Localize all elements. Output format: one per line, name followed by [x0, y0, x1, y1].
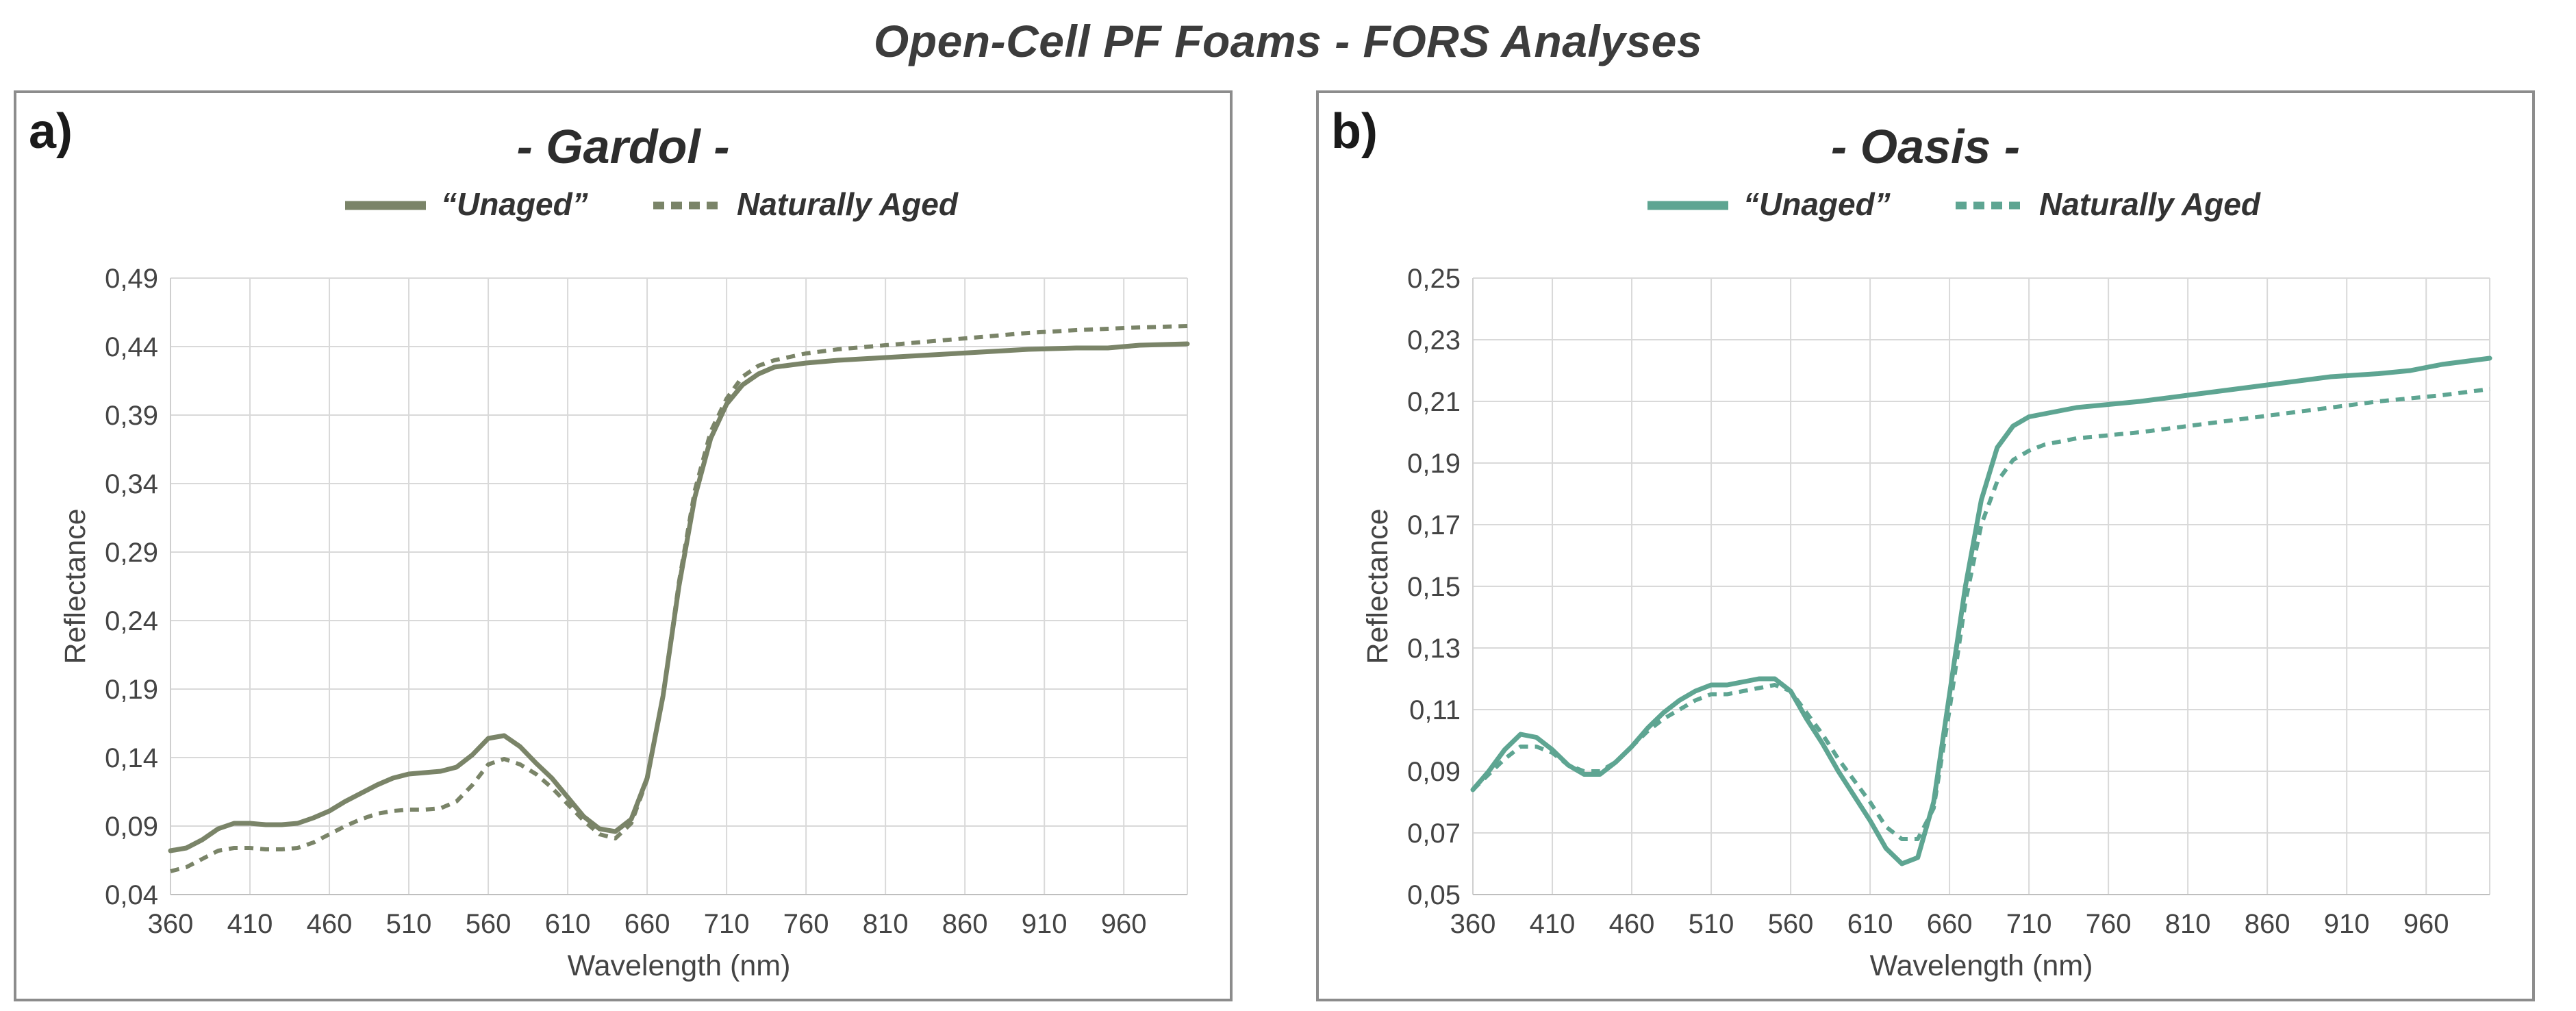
x-tick-label: 710 [2006, 909, 2052, 939]
legend-label-unaged: “Unaged” [441, 186, 588, 222]
series-line-unaged [168, 341, 1190, 853]
y-tick-label: 0,29 [105, 538, 158, 568]
x-tick-label: 460 [307, 909, 353, 939]
y-tick-label: 0,05 [1407, 880, 1461, 910]
page-title: Open-Cell PF Foams - FORS Analyses [873, 16, 1703, 66]
y-tick-label: 0,39 [105, 401, 158, 431]
y-tick-label: 0,14 [105, 743, 158, 773]
y-tick-label: 0,24 [105, 606, 158, 636]
x-tick-label: 560 [1768, 909, 1814, 939]
x-tick-label: 660 [624, 909, 670, 939]
x-tick-label: 860 [2245, 909, 2290, 939]
y-axis-label: Reflectance [1361, 508, 1394, 664]
y-tick-label: 0,11 [1409, 695, 1461, 725]
y-tick-label: 0,19 [105, 675, 158, 705]
y-tick-label: 0,13 [1407, 634, 1461, 664]
series-line-unaged [1470, 355, 2492, 866]
series-line-naturally-aged [1471, 387, 2490, 841]
y-axis-label: Reflectance [59, 508, 92, 664]
x-tick-label: 760 [2086, 909, 2132, 939]
x-tick-label: 960 [2403, 909, 2449, 939]
y-tick-label: 0,04 [105, 880, 158, 910]
x-axis-label: Wavelength (nm) [1870, 949, 2093, 982]
y-tick-label: 0,15 [1407, 572, 1461, 602]
y-tick-label: 0,44 [105, 332, 158, 362]
x-tick-label: 510 [386, 909, 432, 939]
y-tick-label: 0,49 [105, 264, 158, 294]
panel-label: a) [29, 104, 73, 159]
y-tick-label: 0,07 [1407, 819, 1461, 849]
x-tick-label: 410 [227, 909, 273, 939]
x-tick-label: 960 [1101, 909, 1147, 939]
x-tick-label: 660 [1927, 909, 1973, 939]
x-tick-label: 710 [704, 909, 750, 939]
x-tick-label: 810 [2165, 909, 2211, 939]
x-tick-label: 410 [1530, 909, 1576, 939]
y-tick-label: 0,23 [1407, 325, 1461, 355]
x-tick-label: 360 [148, 909, 194, 939]
y-tick-label: 0,21 [1407, 387, 1461, 417]
chart-title: - Oasis - [1831, 120, 2020, 173]
chart-oasis: b) - Oasis - “Unaged” Naturally Aged 0,05 0,0… [1331, 104, 2492, 982]
chart-gardol: a) - Gardol - “Unaged” Naturally Aged 0,04 0,… [29, 104, 1190, 982]
x-tick-label: 860 [942, 909, 988, 939]
legend-label-unaged: “Unaged” [1743, 186, 1891, 222]
panel-label: b) [1331, 104, 1378, 159]
x-axis-label: Wavelength (nm) [568, 949, 791, 982]
legend-label-naturally-aged: Naturally Aged [737, 186, 959, 222]
x-tick-label: 610 [545, 909, 591, 939]
x-tick-label: 460 [1609, 909, 1655, 939]
chart-panel-oasis: b) - Oasis - “Unaged” Naturally Aged 0,05 0,0… [1316, 90, 2535, 1001]
x-tick-label: 910 [2324, 909, 2370, 939]
y-tick-label: 0,34 [105, 469, 158, 499]
chart-panel-gardol: a) - Gardol - “Unaged” Naturally Aged 0,04 0,… [14, 90, 1233, 1001]
x-tick-label: 760 [783, 909, 829, 939]
x-tick-label: 610 [1847, 909, 1893, 939]
series-line-naturally-aged [170, 324, 1188, 873]
x-tick-label: 560 [466, 909, 512, 939]
x-tick-label: 510 [1689, 909, 1734, 939]
chart-title: - Gardol - [516, 120, 729, 173]
y-tick-label: 0,09 [1407, 757, 1461, 787]
x-tick-label: 810 [863, 909, 909, 939]
y-tick-label: 0,19 [1407, 449, 1461, 479]
y-tick-label: 0,25 [1407, 264, 1461, 294]
x-tick-label: 360 [1450, 909, 1496, 939]
x-tick-label: 910 [1022, 909, 1068, 939]
y-tick-label: 0,17 [1407, 510, 1461, 540]
y-tick-label: 0,09 [105, 812, 158, 842]
legend-label-naturally-aged: Naturally Aged [2039, 186, 2261, 222]
